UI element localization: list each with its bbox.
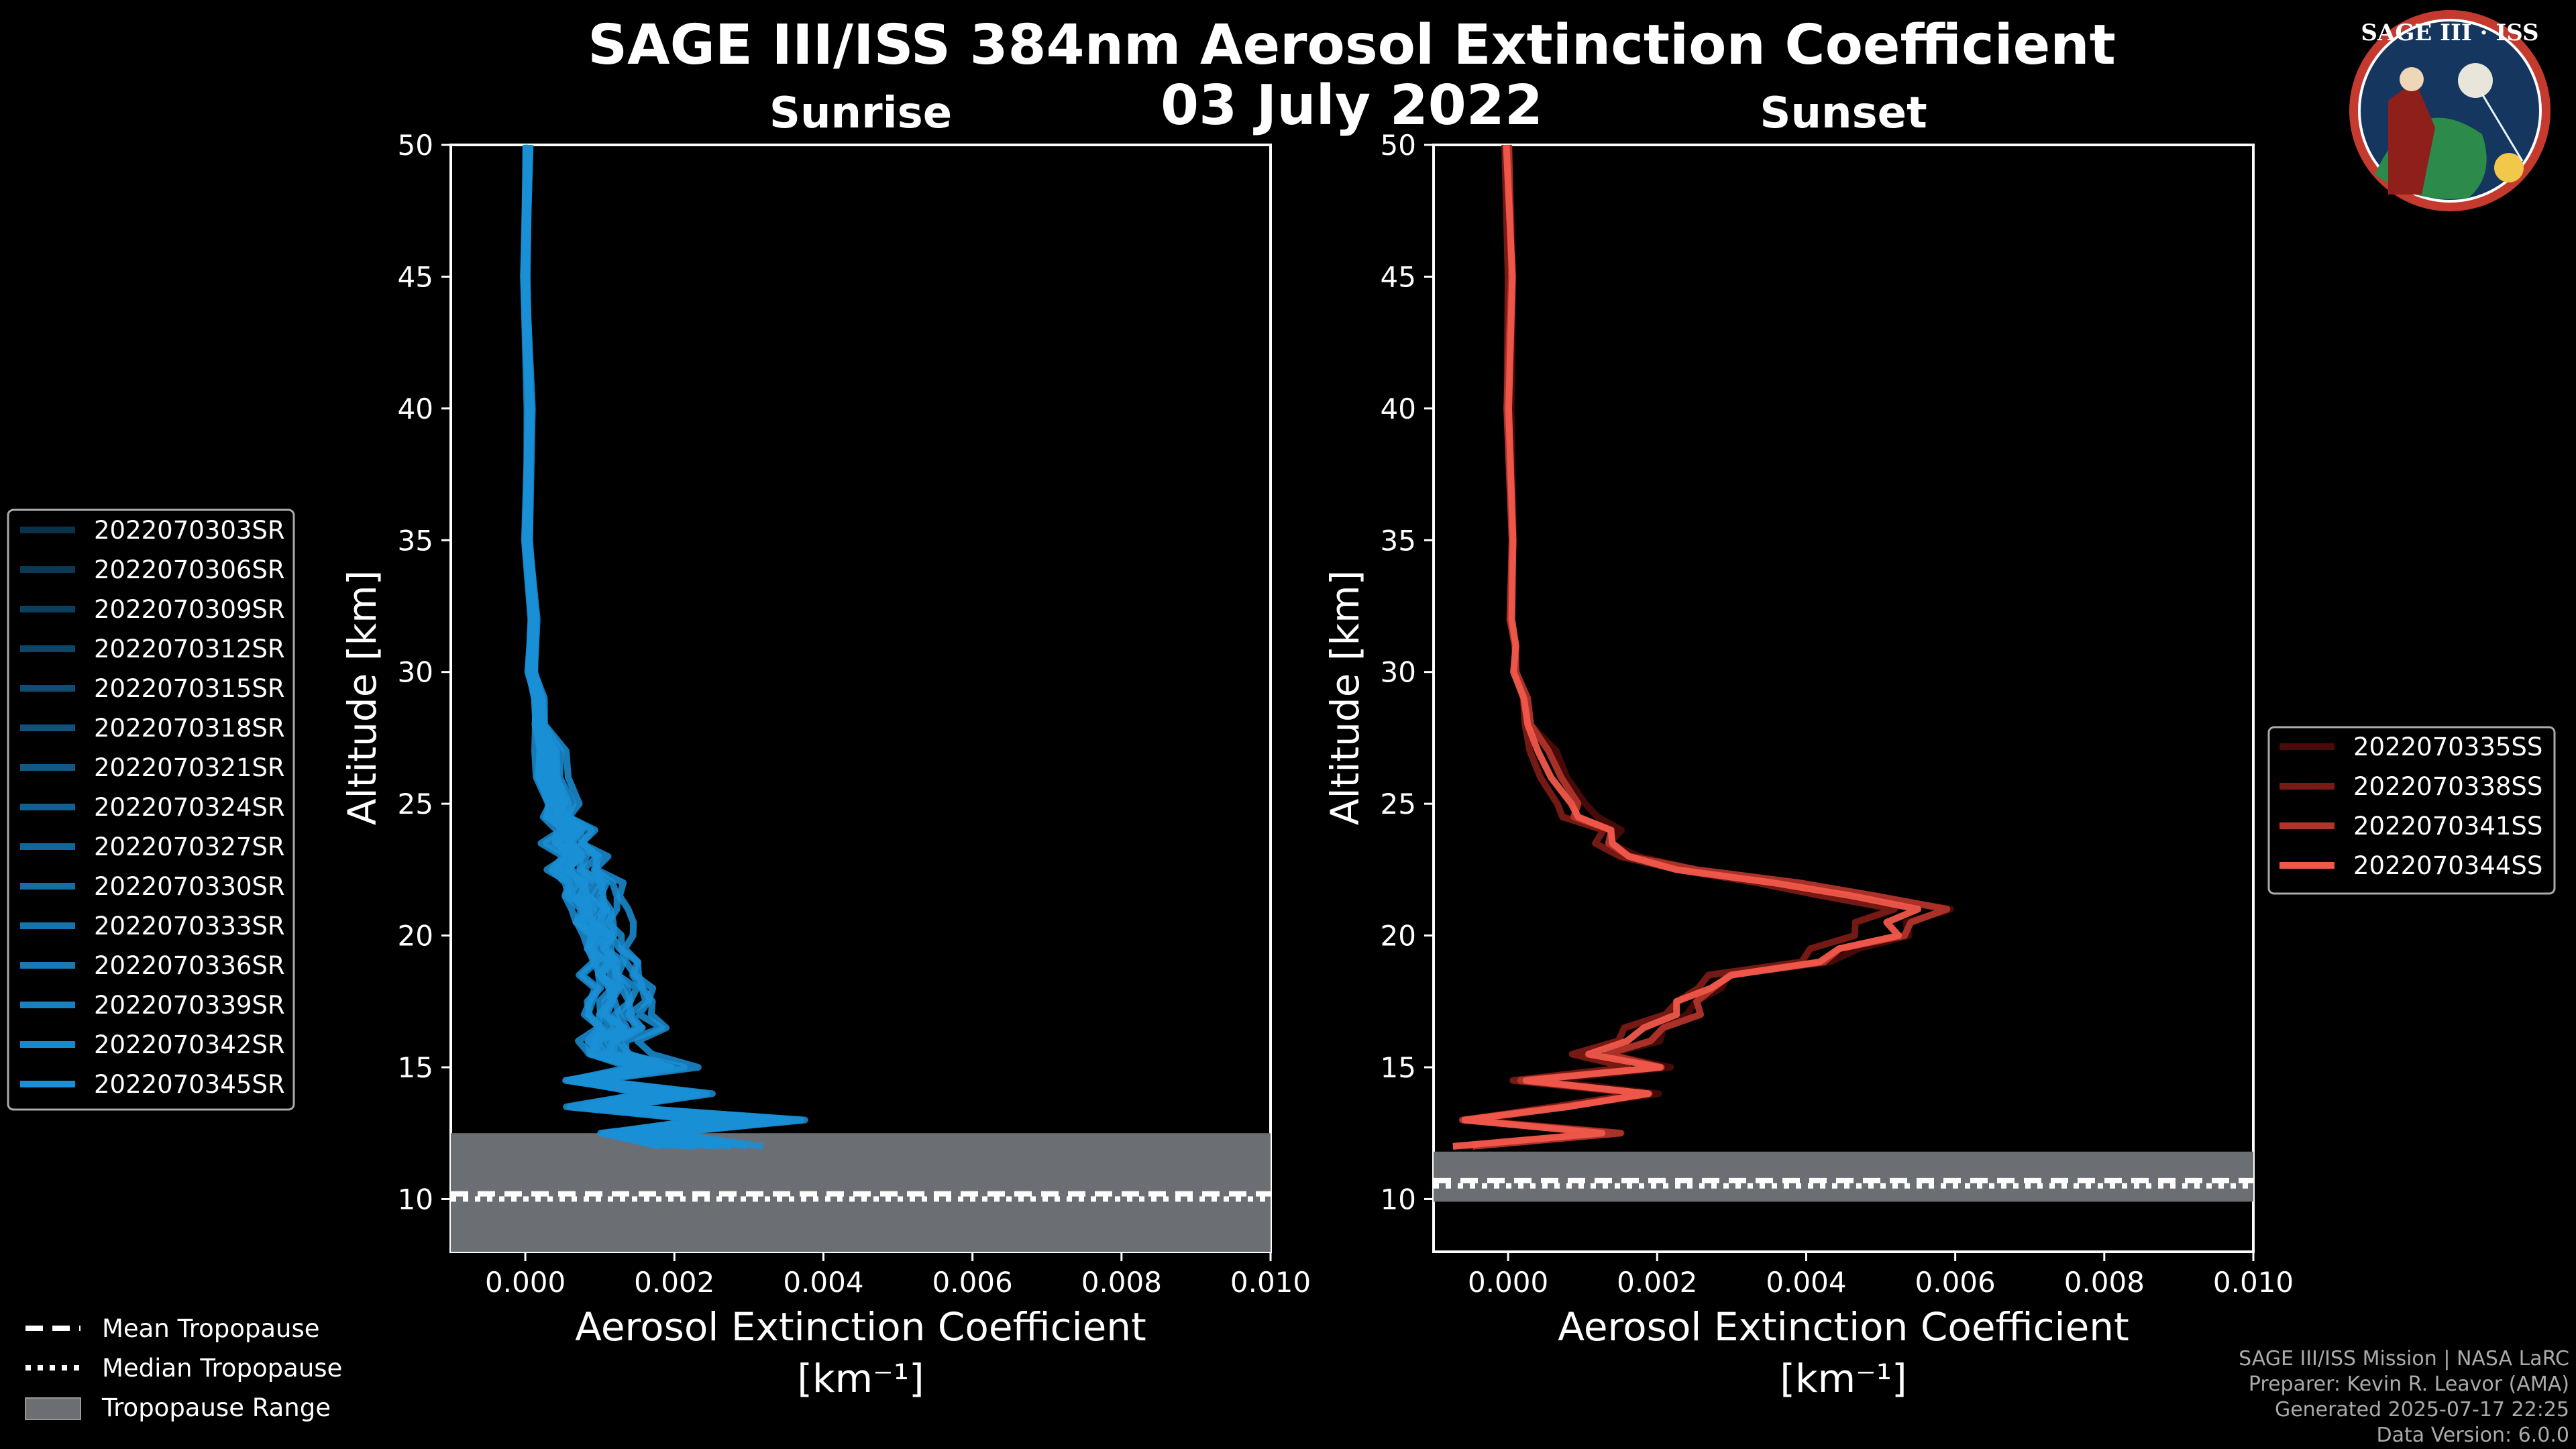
tropopause-legend: Mean Tropopause Median Tropopause Tropop… bbox=[25, 1314, 342, 1422]
legend-label: 2022070339SR bbox=[94, 991, 285, 1020]
credits: SAGE III/ISS Mission | NASA LaRC Prepare… bbox=[2239, 1347, 2569, 1447]
x-tick-label: 0.004 bbox=[1766, 1266, 1846, 1299]
y-tick-label: 35 bbox=[1381, 524, 1416, 557]
sunrise-y-axis-label: Altitude [km] bbox=[339, 570, 385, 825]
y-tick-label: 30 bbox=[1381, 656, 1416, 689]
y-tick-label: 50 bbox=[1381, 129, 1416, 162]
y-tick-label: 20 bbox=[1381, 920, 1416, 953]
y-tick-label: 35 bbox=[398, 524, 433, 557]
x-tick-label: 0.006 bbox=[1915, 1266, 1996, 1299]
credit-data-version: Data Version: 6.0.0 bbox=[2377, 1424, 2569, 1447]
sunset-panel: 0.000 0.002 0.004 0.006 0.008 0.010 10 15 20 25 30… bbox=[1322, 129, 2294, 1401]
sunset-ticks: 0.000 0.002 0.004 0.006 0.008 0.010 10 15 20 25 30… bbox=[1381, 129, 2294, 1299]
legend-median-tropopause: Median Tropopause bbox=[102, 1354, 342, 1383]
x-tick-label: 0.004 bbox=[783, 1266, 863, 1299]
legend-label: 2022070341SS bbox=[2353, 812, 2542, 841]
sunset-legend: 2022070335SS 2022070338SS 2022070341SS 2022… bbox=[2267, 726, 2556, 895]
series-line-2022070339SR bbox=[521, 144, 805, 1150]
sunrise-panel-title: Sunrise bbox=[769, 89, 952, 138]
sunset-plot-frame bbox=[1432, 144, 2255, 1253]
legend-label: 2022070338SS bbox=[2353, 772, 2542, 801]
y-tick-label: 45 bbox=[1381, 260, 1416, 293]
sage-mission-logo: SAGE III · ISS bbox=[2349, 10, 2551, 211]
legend-mean-tropopause: Mean Tropopause bbox=[102, 1314, 320, 1343]
sunrise-x-axis-unit: [km⁻¹] bbox=[797, 1356, 924, 1401]
sunrise-series-lines bbox=[520, 144, 808, 1150]
x-tick-label: 0.008 bbox=[2064, 1266, 2145, 1299]
x-tick-label: 0.006 bbox=[932, 1266, 1013, 1299]
x-tick-label: 0.010 bbox=[2213, 1266, 2294, 1299]
legend-label: 2022070345SR bbox=[94, 1070, 285, 1099]
sunset-x-axis-unit: [km⁻¹] bbox=[1780, 1356, 1907, 1401]
x-tick-label: 0.002 bbox=[1617, 1266, 1697, 1299]
series-line-2022070341SS bbox=[1458, 144, 1951, 1150]
sunrise-plot-frame bbox=[449, 144, 1272, 1253]
legend-label: 2022070327SR bbox=[94, 833, 285, 861]
sunset-y-axis-label: Altitude [km] bbox=[1322, 570, 1368, 825]
x-tick-label: 0.002 bbox=[634, 1266, 714, 1299]
legend-label: 2022070335SS bbox=[2353, 733, 2542, 761]
sunset-x-axis-label: Aerosol Extinction Coefficient bbox=[1558, 1304, 2129, 1350]
legend-tropopause-range: Tropopause Range bbox=[101, 1393, 331, 1422]
sunset-series-lines bbox=[1452, 144, 1954, 1150]
y-tick-label: 20 bbox=[398, 920, 433, 953]
y-tick-label: 45 bbox=[398, 260, 433, 293]
series-line-2022070330SR bbox=[522, 144, 808, 1150]
chart-title: SAGE III/ISS 384nm Aerosol Extinction Co… bbox=[588, 13, 2116, 77]
sunrise-legend: 2022070303SR 2022070306SR 2022070309SR 2022… bbox=[7, 508, 295, 1111]
y-tick-label: 40 bbox=[398, 392, 433, 425]
legend-label: 2022070333SR bbox=[94, 912, 285, 941]
series-line-2022070321SR bbox=[523, 144, 792, 1150]
y-tick-label: 25 bbox=[398, 788, 433, 820]
chart-subtitle: 03 July 2022 bbox=[1161, 74, 1543, 138]
legend-label: 2022070344SS bbox=[2353, 851, 2542, 880]
series-line-2022070345SR bbox=[520, 144, 749, 1150]
y-tick-label: 15 bbox=[1381, 1051, 1416, 1084]
legend-label: 2022070312SR bbox=[94, 635, 285, 663]
x-tick-label: 0.008 bbox=[1081, 1266, 1162, 1299]
series-line-2022070344SS bbox=[1452, 144, 1922, 1150]
y-tick-label: 40 bbox=[1381, 392, 1416, 425]
sunset-panel-title: Sunset bbox=[1760, 89, 1927, 138]
logo-text: SAGE III · ISS bbox=[2361, 19, 2538, 46]
x-tick-label: 0.000 bbox=[1468, 1266, 1548, 1299]
legend-label: 2022070303SR bbox=[94, 516, 285, 545]
legend-label: 2022070306SR bbox=[94, 555, 285, 584]
credit-preparer: Preparer: Kevin R. Leavor (AMA) bbox=[2249, 1373, 2569, 1396]
legend-label: 2022070318SR bbox=[94, 714, 285, 743]
credit-mission: SAGE III/ISS Mission | NASA LaRC bbox=[2239, 1347, 2569, 1371]
legend-label: 2022070309SR bbox=[94, 595, 285, 624]
sunset-tropopause-layer bbox=[1434, 1151, 2253, 1202]
credit-generated: Generated 2025-07-17 22:25 bbox=[2275, 1398, 2569, 1421]
y-tick-label: 10 bbox=[398, 1183, 433, 1216]
sunrise-tropopause-layer bbox=[451, 1133, 1271, 1252]
x-tick-label: 0.010 bbox=[1230, 1266, 1311, 1299]
y-tick-label: 10 bbox=[1381, 1183, 1416, 1216]
legend-label: 2022070336SR bbox=[94, 951, 285, 980]
sunrise-ticks: 0.000 0.002 0.004 0.006 0.008 0.010 10 15 20 25 30… bbox=[398, 129, 1311, 1299]
sunrise-x-axis-label: Aerosol Extinction Coefficient bbox=[575, 1304, 1146, 1350]
x-tick-label: 0.000 bbox=[485, 1266, 566, 1299]
legend-label: 2022070315SR bbox=[94, 674, 285, 703]
series-line-2022070327SR bbox=[521, 144, 718, 1150]
legend-label: 2022070330SR bbox=[94, 872, 285, 901]
legend-label: 2022070321SR bbox=[94, 753, 285, 782]
y-tick-label: 50 bbox=[398, 129, 433, 162]
legend-label: 2022070342SR bbox=[94, 1030, 285, 1059]
sunset-tropopause-range bbox=[1434, 1151, 2253, 1202]
y-tick-label: 15 bbox=[398, 1051, 433, 1084]
sunrise-panel: 0.000 0.002 0.004 0.006 0.008 0.010 10 15 20 25 30… bbox=[339, 129, 1311, 1401]
y-tick-label: 30 bbox=[398, 656, 433, 689]
legend-label: 2022070324SR bbox=[94, 793, 285, 822]
y-tick-label: 25 bbox=[1381, 788, 1416, 820]
